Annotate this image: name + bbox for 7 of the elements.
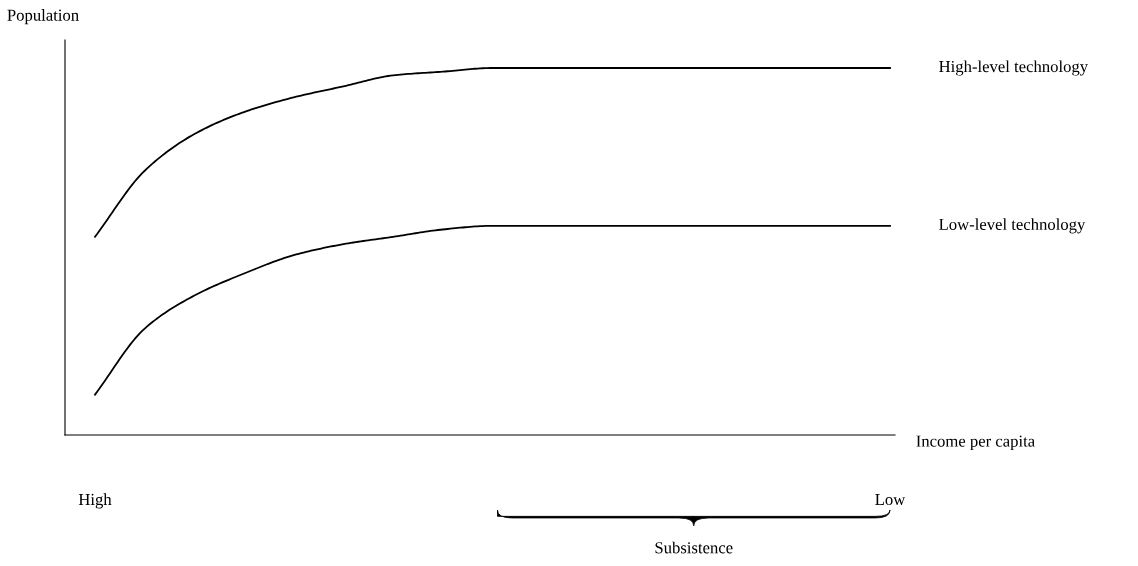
text: Low-level technology [939,218,1086,234]
y-axis-title: Population [7,9,79,25]
x-tick-label: High [78,493,112,509]
text: High-level technology [939,60,1089,76]
x-axis-title: Income per capita [916,435,1035,451]
x-tick-label: Low [875,493,906,506]
text: Subsistence [655,541,733,554]
